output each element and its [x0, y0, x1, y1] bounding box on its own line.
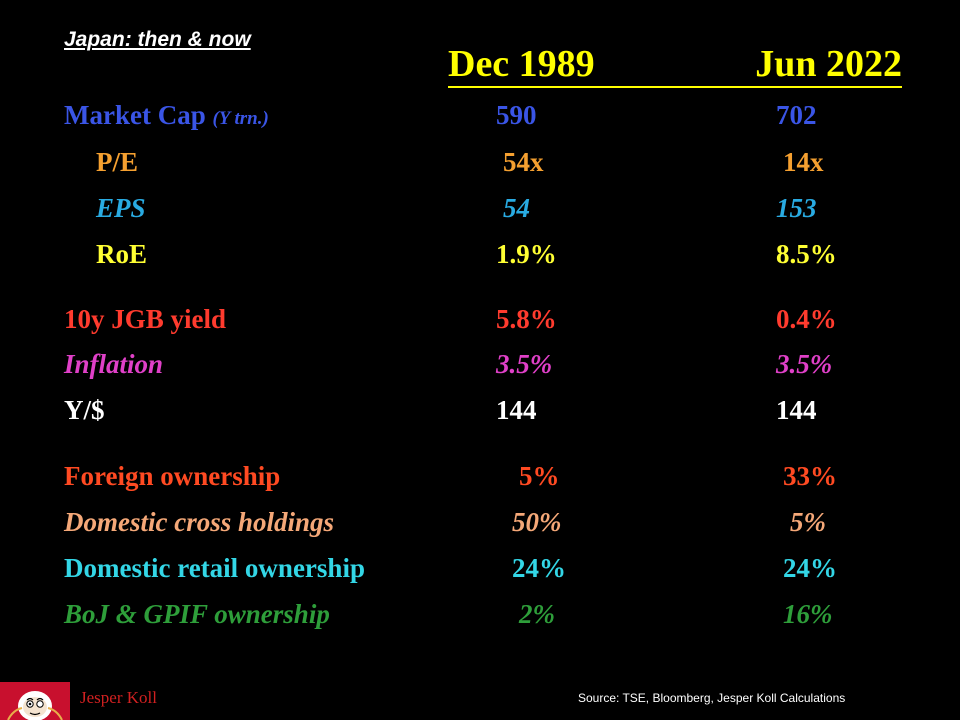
row-pe: P/E 54x 14x — [0, 147, 960, 181]
row-eps: EPS 54 153 — [0, 193, 960, 227]
value-now: 3.5% — [776, 349, 833, 379]
value-then: 1.9% — [496, 239, 557, 269]
row-roe: RoE 1.9% 8.5% — [0, 239, 960, 273]
value-now: 24% — [783, 553, 837, 583]
value-now: 8.5% — [776, 239, 837, 269]
row-label: BoJ & GPIF ownership — [64, 599, 330, 629]
row-label: 10y JGB yield — [64, 304, 227, 334]
value-now: 0.4% — [776, 304, 837, 334]
value-now: 16% — [783, 599, 833, 629]
value-then: 590 — [496, 100, 537, 130]
value-then: 3.5% — [496, 349, 553, 379]
row-label: RoE — [96, 239, 148, 269]
row-label: Inflation — [64, 349, 164, 379]
row-label: Y/$ — [64, 395, 105, 425]
column-header-then: Dec 1989 — [448, 43, 595, 85]
value-now: 33% — [783, 461, 837, 491]
row-unit: (Y trn.) — [212, 108, 269, 129]
row-retail-ownership: Domestic retail ownership 24% 24% — [0, 553, 960, 587]
row-foreign-ownership: Foreign ownership 5% 33% — [0, 461, 960, 495]
value-then: 54 — [503, 193, 530, 223]
value-now: 702 — [776, 100, 817, 130]
value-then: 5.8% — [496, 304, 557, 334]
value-then: 24% — [512, 553, 566, 583]
row-market-cap: Market Cap (Y trn.) 590 702 — [0, 100, 960, 134]
row-boj-gpif-ownership: BoJ & GPIF ownership 2% 16% — [0, 599, 960, 633]
source-note: Source: TSE, Bloomberg, Jesper Koll Calc… — [578, 691, 846, 705]
value-now: 153 — [776, 193, 817, 223]
value-now: 5% — [790, 507, 826, 537]
value-then: 5% — [519, 461, 560, 491]
row-jgb-yield: 10y JGB yield 5.8% 0.4% — [0, 304, 960, 338]
row-label: EPS — [96, 193, 146, 223]
row-label: Market Cap (Y trn.) — [64, 100, 269, 130]
row-label: Foreign ownership — [64, 461, 281, 491]
author-name: Jesper Koll — [80, 688, 157, 707]
daruma-icon — [0, 682, 70, 720]
row-inflation: Inflation 3.5% 3.5% — [0, 349, 960, 383]
column-header-now: Jun 2022 — [755, 43, 902, 85]
row-label: P/E — [96, 147, 139, 177]
column-headers: Dec 1989 Jun 2022 — [448, 42, 902, 88]
value-then: 144 — [496, 395, 537, 425]
row-label: Domestic retail ownership — [64, 553, 365, 583]
value-then: 2% — [519, 599, 555, 629]
slide-subtitle: Japan: then & now — [64, 28, 251, 51]
row-fx-rate: Y/$ 144 144 — [0, 395, 960, 429]
value-now: 144 — [776, 395, 817, 425]
row-label: Domestic cross holdings — [64, 507, 335, 537]
value-then: 54x — [503, 147, 544, 177]
row-cross-holdings: Domestic cross holdings 50% 5% — [0, 507, 960, 541]
value-now: 14x — [783, 147, 824, 177]
value-then: 50% — [512, 507, 562, 537]
